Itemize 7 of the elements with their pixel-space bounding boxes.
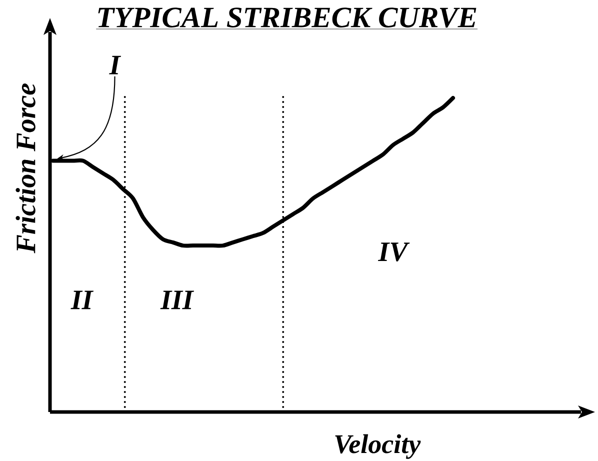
x-axis-title: Velocity — [335, 434, 421, 459]
chart-title: TYPICAL STRIBECK CURVE — [98, 8, 476, 28]
annotation: II — [70, 290, 94, 310]
y-axis-title: Friction Force — [16, 84, 36, 254]
text: I — [109, 56, 122, 74]
annotation: IV — [378, 242, 410, 262]
annotation: III — [160, 290, 194, 310]
